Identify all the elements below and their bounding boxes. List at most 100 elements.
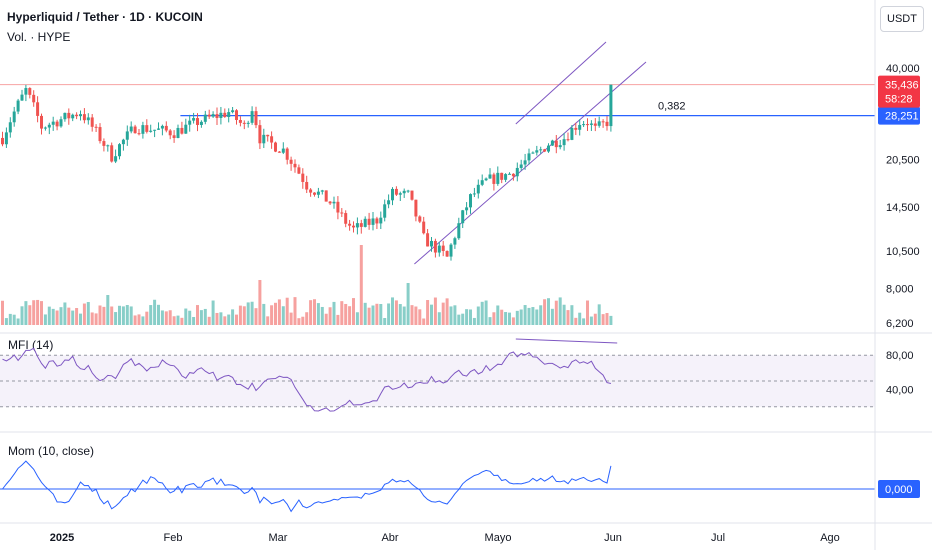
- countdown-text: 58:28: [885, 94, 913, 106]
- candle-body: [355, 223, 359, 228]
- candle-body: [82, 114, 86, 121]
- volume-bar: [157, 304, 160, 325]
- candle-body: [387, 200, 391, 205]
- time-axis-tick: Feb: [164, 532, 183, 544]
- candle-body: [24, 88, 28, 95]
- level-label: 0,382: [658, 101, 686, 113]
- volume-bar: [71, 310, 75, 325]
- volume-bar: [301, 316, 305, 325]
- volume-bar: [461, 313, 465, 325]
- candle-body: [266, 134, 270, 137]
- volume-bar: [67, 307, 71, 325]
- price-pane: [0, 41, 920, 325]
- candle-body: [1, 137, 4, 145]
- volume-bar: [160, 310, 164, 325]
- candle-body: [492, 174, 496, 184]
- volume-bar: [215, 312, 219, 325]
- candle-body: [582, 124, 586, 126]
- candle-body: [320, 190, 324, 192]
- volume-bar: [40, 301, 43, 325]
- candle-body: [539, 149, 543, 151]
- mfi-line: [2, 347, 612, 412]
- candle-body: [589, 123, 593, 125]
- candle-body: [172, 135, 176, 139]
- volume-bar: [511, 317, 515, 325]
- candle-body: [102, 141, 106, 146]
- volume-bar: [340, 301, 344, 325]
- candle-body: [12, 111, 16, 123]
- candle-body: [67, 112, 71, 119]
- volume-bar: [59, 307, 63, 325]
- currency-button[interactable]: USDT: [880, 6, 924, 32]
- candle-body: [457, 223, 461, 239]
- volume-bar: [363, 302, 367, 325]
- candle-body: [254, 111, 258, 126]
- volume-bar: [145, 311, 149, 325]
- volume-bar: [609, 315, 613, 325]
- volume-bar: [164, 311, 168, 325]
- volume-bar: [262, 303, 266, 325]
- volume-bar: [98, 305, 102, 325]
- candle-body: [90, 117, 94, 127]
- candle-body: [558, 145, 562, 148]
- candle-body: [242, 122, 246, 124]
- volume-bar: [238, 305, 242, 325]
- candle-body: [274, 142, 277, 152]
- volume-bar: [75, 308, 79, 325]
- volume-bar: [8, 313, 12, 325]
- candle-body: [36, 102, 40, 116]
- volume-bar: [566, 310, 570, 325]
- candle-body: [20, 94, 24, 101]
- candle-body: [519, 164, 523, 168]
- volume-bar: [32, 300, 36, 325]
- candle-body: [340, 212, 344, 214]
- candle-body: [398, 193, 402, 195]
- volume-bar: [246, 302, 250, 325]
- candle-body: [332, 201, 336, 204]
- candle-body: [199, 121, 203, 125]
- momentum-value-tag: [878, 480, 920, 498]
- time-axis-tick: Jun: [604, 532, 622, 544]
- volume-bar: [196, 305, 199, 325]
- volume-bar: [192, 316, 196, 325]
- candle-body: [238, 119, 242, 123]
- volume-bar: [51, 308, 55, 325]
- volume-bar: [63, 302, 67, 325]
- candle-body: [328, 201, 332, 204]
- candle-body: [137, 133, 141, 135]
- volume-bar: [102, 306, 106, 325]
- candle-body: [192, 118, 196, 121]
- candle-body: [484, 178, 488, 181]
- candle-body: [235, 110, 238, 120]
- volume-bar: [453, 305, 457, 325]
- volume-bar: [523, 305, 527, 325]
- time-axis-tick: Abr: [381, 532, 398, 544]
- price-axis-tick: 14,500: [886, 202, 920, 214]
- candle-body: [215, 114, 219, 118]
- volume-bar: [4, 318, 8, 325]
- volume-bar: [539, 305, 543, 325]
- volume-bar: [133, 315, 137, 325]
- candle-body: [40, 115, 43, 129]
- candle-body: [550, 140, 554, 146]
- mfi-title: MFI (14): [8, 338, 53, 352]
- candle-body: [437, 245, 441, 253]
- candle-body: [63, 112, 67, 120]
- volume-bar: [406, 283, 410, 325]
- mfi-axis-tick: 80,00: [886, 350, 914, 362]
- volume-bar: [231, 309, 235, 325]
- momentum-line: [2, 460, 612, 513]
- volume-bar: [320, 306, 324, 325]
- volume-bar: [235, 314, 238, 325]
- candle-body: [207, 114, 211, 117]
- candle-body: [4, 132, 8, 145]
- volume-bar: [430, 304, 433, 325]
- volume-bar: [445, 298, 449, 325]
- candle-body: [441, 245, 445, 252]
- candle-body: [469, 194, 472, 208]
- volume-bar: [387, 303, 391, 325]
- volume-bar: [426, 300, 430, 325]
- candle-body: [554, 140, 558, 148]
- candle-body: [422, 221, 426, 234]
